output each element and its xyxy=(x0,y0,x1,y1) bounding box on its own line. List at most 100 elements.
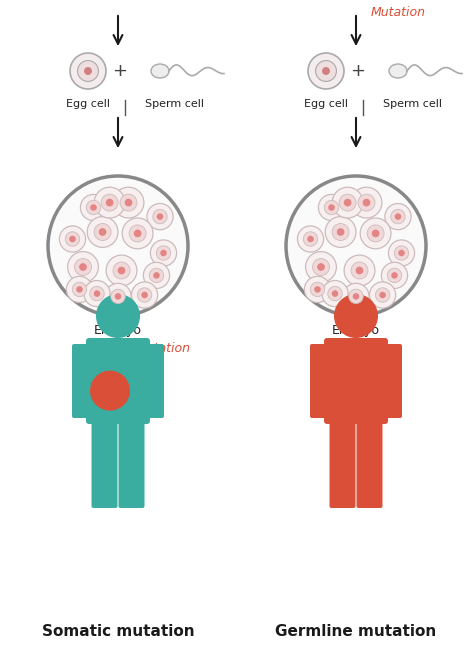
Circle shape xyxy=(90,286,104,301)
Circle shape xyxy=(332,187,363,218)
Circle shape xyxy=(153,210,167,224)
Text: Egg cell: Egg cell xyxy=(304,99,348,109)
Text: Embryo: Embryo xyxy=(332,324,380,337)
Circle shape xyxy=(118,266,125,274)
Circle shape xyxy=(78,61,99,81)
Circle shape xyxy=(353,293,359,299)
Circle shape xyxy=(379,292,386,298)
Circle shape xyxy=(115,293,121,299)
Circle shape xyxy=(134,229,141,237)
Circle shape xyxy=(157,214,163,220)
Circle shape xyxy=(156,246,171,260)
Circle shape xyxy=(343,284,369,309)
Circle shape xyxy=(68,252,99,282)
Circle shape xyxy=(66,276,92,303)
Circle shape xyxy=(99,228,107,236)
Circle shape xyxy=(334,294,378,338)
Circle shape xyxy=(129,225,146,242)
Circle shape xyxy=(153,272,160,279)
Circle shape xyxy=(131,282,158,308)
Circle shape xyxy=(306,252,337,282)
FancyBboxPatch shape xyxy=(324,338,388,424)
Circle shape xyxy=(70,53,106,89)
Circle shape xyxy=(87,217,118,247)
Circle shape xyxy=(391,272,398,279)
Circle shape xyxy=(308,53,344,89)
Circle shape xyxy=(391,210,405,224)
Text: Somatic mutation: Somatic mutation xyxy=(42,623,194,639)
Circle shape xyxy=(351,187,382,218)
Text: Germline mutation: Germline mutation xyxy=(275,623,437,639)
Circle shape xyxy=(105,284,131,309)
FancyBboxPatch shape xyxy=(329,419,356,508)
Circle shape xyxy=(94,187,125,218)
Circle shape xyxy=(73,282,87,297)
Circle shape xyxy=(394,246,409,260)
FancyBboxPatch shape xyxy=(356,419,383,508)
Text: Mutation: Mutation xyxy=(371,7,426,20)
Circle shape xyxy=(310,282,325,297)
Circle shape xyxy=(120,194,137,211)
FancyBboxPatch shape xyxy=(310,344,332,418)
Circle shape xyxy=(304,276,330,303)
Circle shape xyxy=(147,204,173,229)
Circle shape xyxy=(351,262,368,279)
Circle shape xyxy=(65,232,80,246)
Circle shape xyxy=(328,204,335,211)
Circle shape xyxy=(314,286,321,293)
FancyBboxPatch shape xyxy=(72,344,94,418)
Circle shape xyxy=(328,286,342,301)
Circle shape xyxy=(90,371,130,410)
Circle shape xyxy=(316,61,337,81)
Circle shape xyxy=(79,263,87,271)
Text: Sperm cell: Sperm cell xyxy=(383,99,443,109)
Circle shape xyxy=(385,204,411,229)
Circle shape xyxy=(74,258,91,276)
Circle shape xyxy=(312,258,329,276)
Circle shape xyxy=(395,214,401,220)
Circle shape xyxy=(332,290,338,297)
Circle shape xyxy=(367,225,384,242)
Circle shape xyxy=(141,292,148,298)
Circle shape xyxy=(322,280,348,307)
Circle shape xyxy=(388,240,415,266)
Circle shape xyxy=(344,255,375,286)
Circle shape xyxy=(297,226,324,252)
Circle shape xyxy=(86,200,100,215)
Circle shape xyxy=(319,194,345,221)
Circle shape xyxy=(303,232,318,246)
Circle shape xyxy=(349,290,363,303)
Circle shape xyxy=(339,194,356,211)
Ellipse shape xyxy=(389,64,407,78)
Circle shape xyxy=(358,194,375,211)
FancyBboxPatch shape xyxy=(142,344,164,418)
Circle shape xyxy=(101,194,118,211)
Circle shape xyxy=(356,266,364,274)
Circle shape xyxy=(307,236,314,243)
Text: +: + xyxy=(350,62,365,80)
Circle shape xyxy=(106,199,113,206)
FancyBboxPatch shape xyxy=(118,419,145,508)
Circle shape xyxy=(96,294,140,338)
Circle shape xyxy=(344,199,351,206)
FancyBboxPatch shape xyxy=(91,419,118,508)
FancyBboxPatch shape xyxy=(380,344,402,418)
Circle shape xyxy=(150,240,177,266)
Circle shape xyxy=(322,67,330,75)
Circle shape xyxy=(324,200,339,215)
Circle shape xyxy=(111,290,125,303)
Circle shape xyxy=(370,282,396,308)
Circle shape xyxy=(387,268,401,283)
Circle shape xyxy=(84,67,92,75)
Circle shape xyxy=(382,262,408,288)
Circle shape xyxy=(286,176,426,316)
Circle shape xyxy=(76,286,83,293)
Circle shape xyxy=(372,229,380,237)
Circle shape xyxy=(137,288,152,302)
Circle shape xyxy=(90,204,97,211)
Text: Egg cell: Egg cell xyxy=(66,99,110,109)
Circle shape xyxy=(113,187,144,218)
Circle shape xyxy=(106,255,137,286)
Text: Embryo: Embryo xyxy=(94,324,142,337)
Circle shape xyxy=(81,194,107,221)
